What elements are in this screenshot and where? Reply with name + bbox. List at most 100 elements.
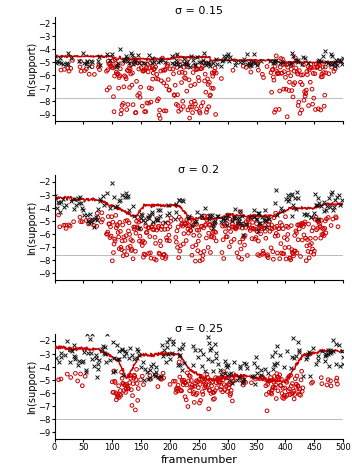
Point [222,372,228,380]
Point [153,63,158,71]
Point [184,222,190,229]
Point [215,212,221,219]
Point [67,359,73,366]
Point [208,249,213,256]
Point [284,61,289,68]
Point [181,64,187,71]
Point [80,206,86,213]
Point [160,54,165,62]
Point [246,221,252,229]
Point [334,61,340,69]
Point [61,60,66,67]
Point [333,213,339,220]
Point [119,368,124,376]
Point [141,381,146,388]
Point [187,372,193,380]
Point [220,376,226,383]
Point [208,390,214,397]
Point [290,61,295,68]
Point [205,213,210,220]
Point [323,58,329,66]
Point [106,58,111,65]
Point [86,70,92,78]
Point [168,218,174,225]
Point [138,225,143,233]
Point [287,254,293,262]
Point [181,376,187,384]
Point [319,374,324,381]
Point [216,378,221,386]
Point [230,220,235,228]
Point [295,221,300,228]
Point [245,216,251,224]
Point [272,62,278,70]
Point [194,105,199,113]
Point [58,66,64,74]
Point [244,51,250,58]
Point [125,193,130,201]
Point [272,384,278,391]
Point [227,216,233,223]
Point [131,212,137,220]
Point [119,101,125,109]
Point [121,387,127,395]
Point [174,386,179,393]
Point [146,214,151,221]
Point [155,215,160,222]
Point [131,55,137,62]
Point [201,379,207,386]
Point [167,65,173,73]
Point [219,249,225,256]
Point [132,372,138,380]
Point [263,228,268,235]
Point [89,215,94,223]
Point [170,337,176,345]
Point [336,191,341,198]
Point [236,373,241,381]
Point [116,382,121,389]
Point [264,407,270,414]
Point [327,60,333,68]
Point [110,64,116,72]
Point [123,75,129,83]
Point [164,338,169,346]
Point [115,393,120,401]
Point [264,223,269,231]
Point [284,391,290,399]
Point [131,57,137,64]
Point [122,57,128,64]
Point [199,372,204,380]
Point [107,59,113,67]
Point [329,189,335,196]
Point [117,219,122,226]
Point [166,86,172,94]
Point [272,58,277,66]
Point [284,222,289,230]
Point [58,59,64,67]
Point [318,106,323,114]
Point [339,60,345,67]
Point [230,67,236,74]
Point [215,374,221,382]
Point [335,194,340,201]
Point [83,366,89,373]
Point [315,194,321,202]
Point [192,60,198,67]
Point [294,68,300,76]
Point [190,390,196,398]
Point [135,51,140,59]
Point [269,390,275,398]
Point [240,231,246,238]
Point [89,63,95,70]
Point [197,109,203,117]
Point [138,363,143,371]
Point [149,54,155,62]
Point [224,382,230,389]
Point [109,179,114,186]
Point [221,255,227,262]
Point [291,247,297,255]
Point [155,217,161,224]
Point [288,364,294,371]
Point [277,371,283,379]
Point [125,192,131,200]
